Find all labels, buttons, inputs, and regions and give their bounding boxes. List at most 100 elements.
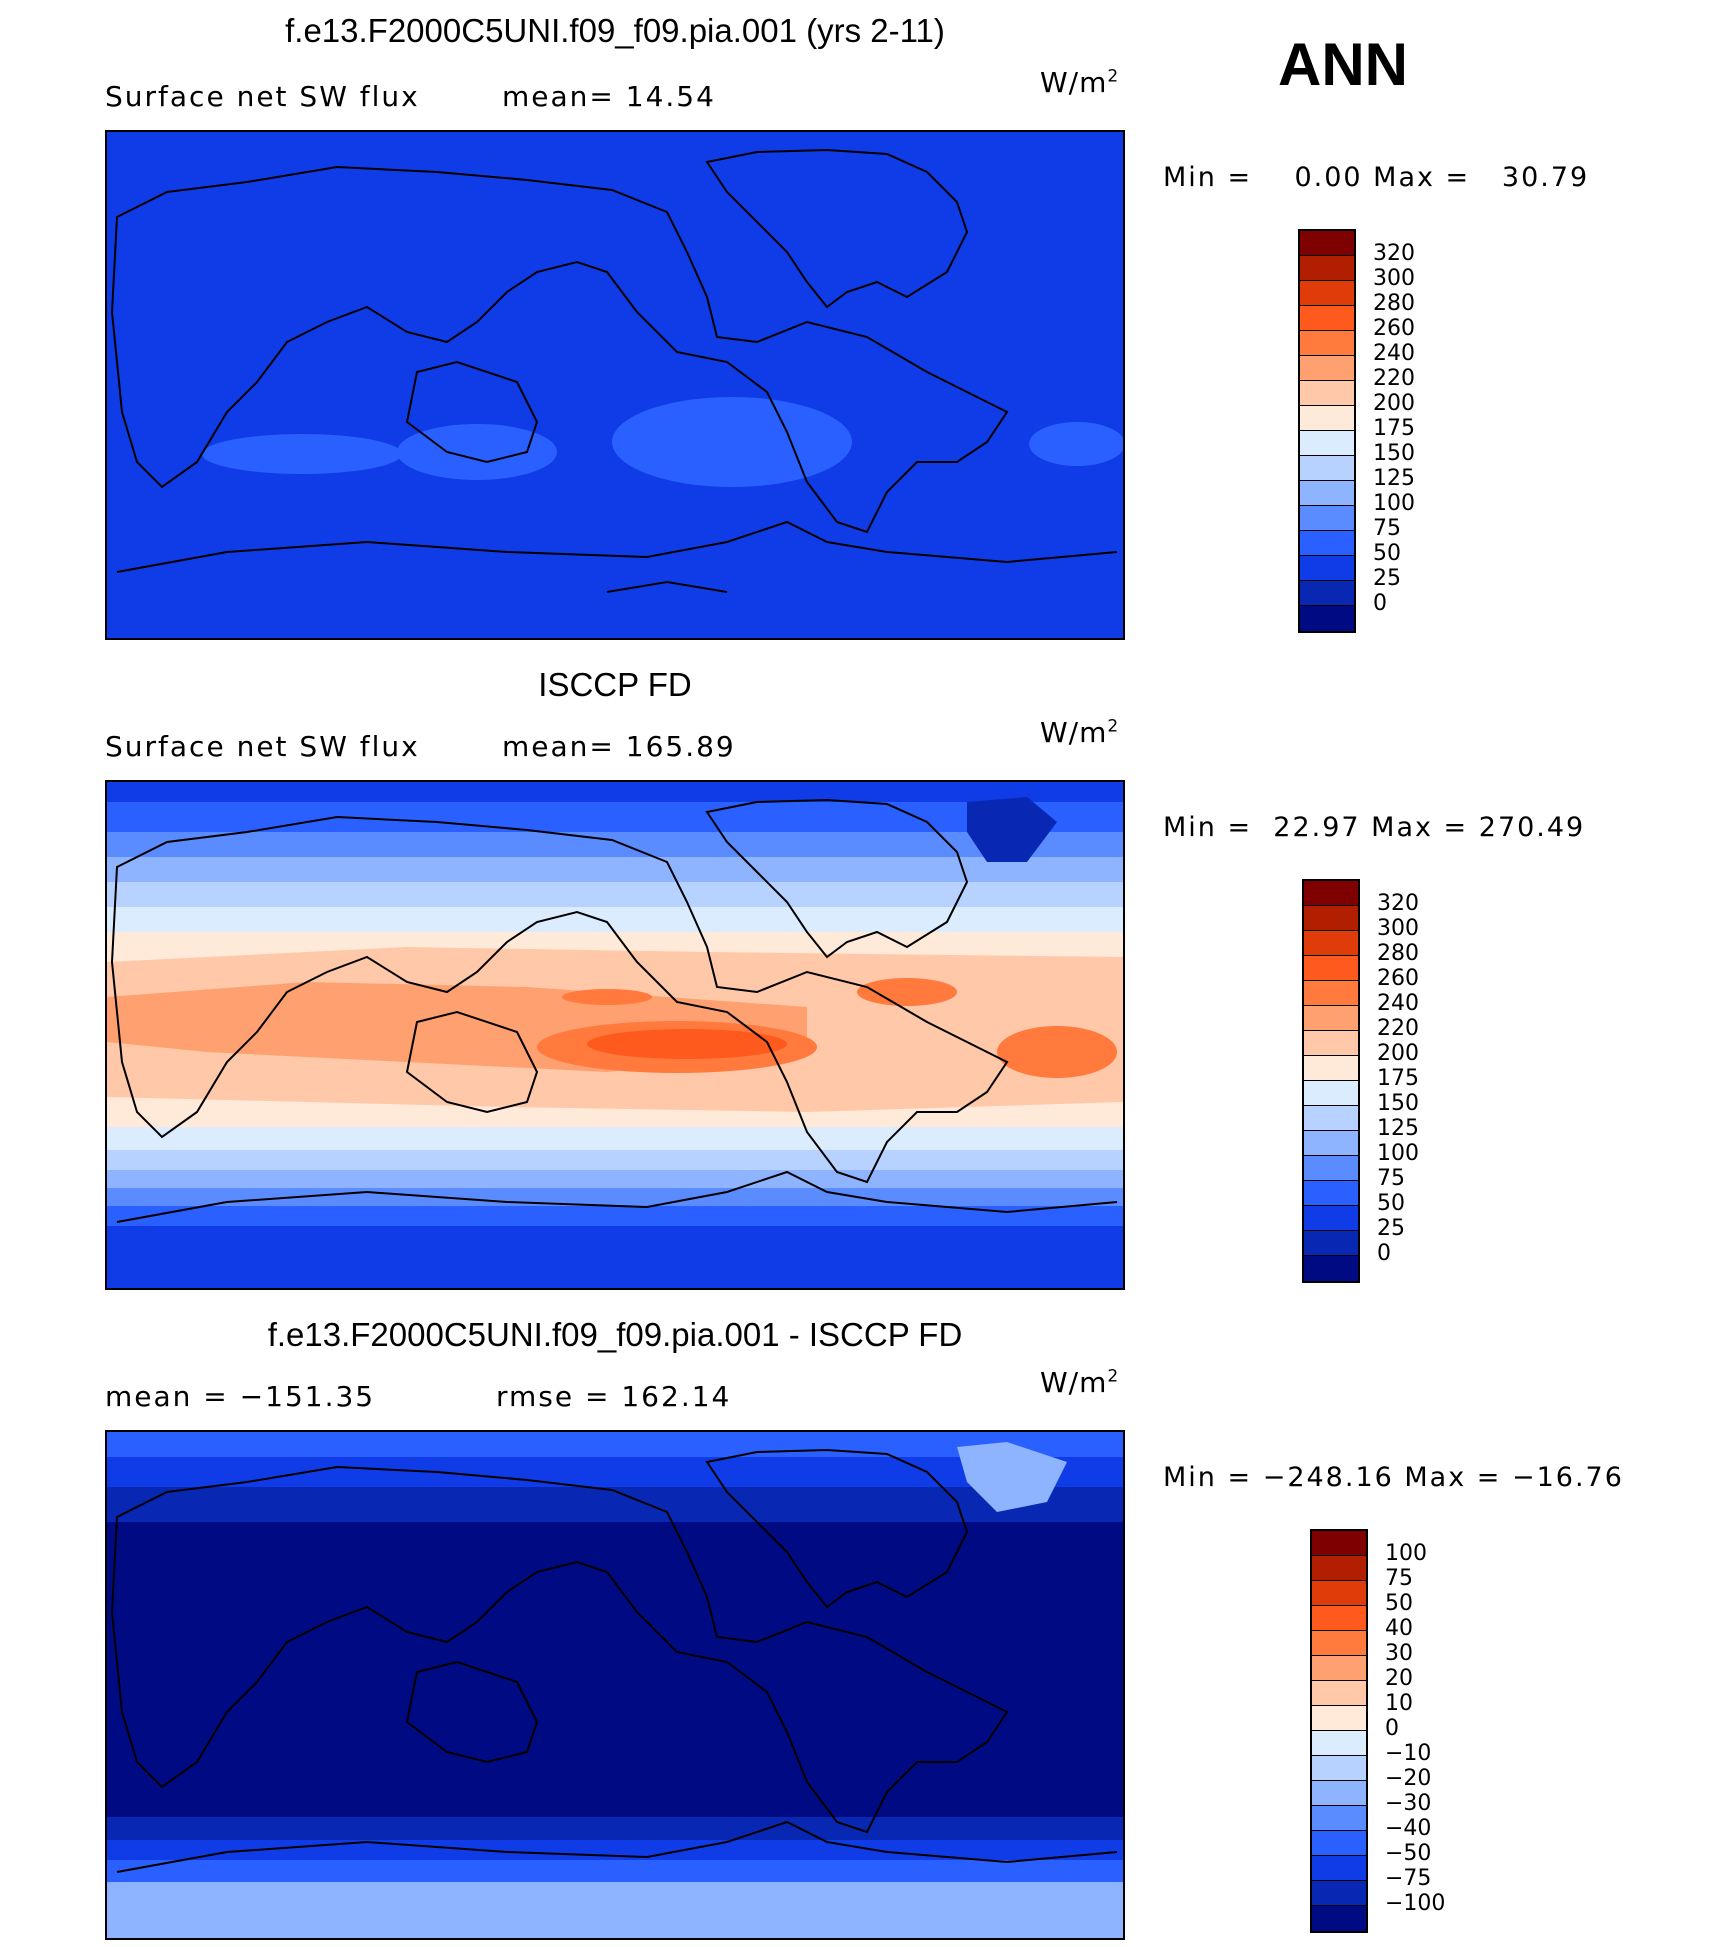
colorbar-level: 240 — [1377, 991, 1419, 1016]
colorbar-swatch — [1300, 256, 1354, 281]
map-observation — [105, 780, 1125, 1290]
colorbar-level: 320 — [1373, 241, 1415, 266]
colorbar-level: 100 — [1377, 1141, 1419, 1166]
colorbar-swatch — [1304, 1031, 1358, 1056]
colorbar-swatch — [1300, 506, 1354, 531]
colorbar-swatch — [1300, 356, 1354, 381]
colorbar-level: −100 — [1385, 1891, 1446, 1916]
colorbar-swatch — [1304, 881, 1358, 906]
colorbar-level: 125 — [1377, 1116, 1419, 1141]
variable-label: Surface net SW flux — [105, 80, 420, 113]
colorbar-level: 280 — [1377, 941, 1419, 966]
colorbar-swatch — [1312, 1906, 1366, 1931]
colorbar-level: 125 — [1373, 466, 1415, 491]
colorbar-swatch — [1312, 1831, 1366, 1856]
colorbar-level: 220 — [1373, 366, 1415, 391]
colorbar-level: 260 — [1373, 316, 1415, 341]
colorbar-swatch — [1312, 1656, 1366, 1681]
colorbar-swatch — [1300, 331, 1354, 356]
colorbar-swatch — [1312, 1631, 1366, 1656]
colorbar — [1298, 229, 1356, 633]
colorbar-swatch — [1312, 1781, 1366, 1806]
colorbar-level: 300 — [1373, 266, 1415, 291]
colorbar-swatch — [1304, 1231, 1358, 1256]
colorbar-level: 175 — [1373, 416, 1415, 441]
season-label: ANN — [1278, 31, 1408, 98]
min-max-label: Min = −248.16 Max = −16.76 — [1163, 1462, 1624, 1493]
colorbar-swatch — [1300, 281, 1354, 306]
colorbar — [1310, 1529, 1368, 1933]
colorbar-swatch — [1304, 1256, 1358, 1281]
colorbar-swatch — [1304, 1206, 1358, 1231]
colorbar-level: 0 — [1373, 591, 1387, 616]
colorbar-level: 0 — [1385, 1716, 1399, 1741]
colorbar-swatch — [1304, 1131, 1358, 1156]
mean-label: mean = −151.35 — [105, 1380, 376, 1413]
units-label: W/m2 — [1040, 716, 1120, 749]
colorbar-swatch — [1312, 1731, 1366, 1756]
colorbar-level: 0 — [1377, 1241, 1391, 1266]
colorbar-level: 30 — [1385, 1641, 1413, 1666]
colorbar-level: 100 — [1373, 491, 1415, 516]
colorbar-level: 200 — [1377, 1041, 1419, 1066]
min-max-label: Min = 0.00 Max = 30.79 — [1163, 162, 1590, 193]
colorbar-swatch — [1312, 1706, 1366, 1731]
colorbar-level: −30 — [1385, 1791, 1432, 1816]
colorbar-swatch — [1300, 556, 1354, 581]
colorbar-swatch — [1300, 606, 1354, 631]
colorbar-level: 150 — [1377, 1091, 1419, 1116]
colorbar-swatch — [1312, 1556, 1366, 1581]
colorbar-swatch — [1312, 1806, 1366, 1831]
colorbar-labels: 320 300 280 260 240 220 200 175 150 125 … — [1373, 241, 1415, 616]
colorbar-level: 75 — [1385, 1566, 1413, 1591]
colorbar-level: 260 — [1377, 966, 1419, 991]
units-label: W/m2 — [1040, 1366, 1120, 1399]
colorbar-level: 320 — [1377, 891, 1419, 916]
panel-title: ISCCP FD — [538, 666, 692, 703]
colorbar-swatch — [1304, 906, 1358, 931]
colorbar-swatch — [1312, 1756, 1366, 1781]
colorbar-swatch — [1300, 481, 1354, 506]
colorbar-level: 75 — [1377, 1166, 1405, 1191]
colorbar-swatch — [1300, 381, 1354, 406]
colorbar-swatch — [1304, 1156, 1358, 1181]
colorbar-level: 200 — [1373, 391, 1415, 416]
colorbar-swatch — [1304, 1056, 1358, 1081]
colorbar-swatch — [1304, 1081, 1358, 1106]
colorbar-level: 280 — [1373, 291, 1415, 316]
colorbar-level: 25 — [1373, 566, 1401, 591]
colorbar-level: 100 — [1385, 1541, 1427, 1566]
mean-label: mean= 165.89 — [502, 730, 736, 763]
colorbar-swatch — [1300, 406, 1354, 431]
colorbar-level: −40 — [1385, 1816, 1432, 1841]
colorbar-level: 300 — [1377, 916, 1419, 941]
colorbar-swatch — [1312, 1606, 1366, 1631]
colorbar-swatch — [1312, 1856, 1366, 1881]
colorbar-swatch — [1304, 981, 1358, 1006]
colorbar-level: 150 — [1373, 441, 1415, 466]
colorbar-level: 240 — [1373, 341, 1415, 366]
colorbar-swatch — [1300, 531, 1354, 556]
colorbar-swatch — [1312, 1581, 1366, 1606]
colorbar-level: 75 — [1373, 516, 1401, 541]
colorbar-swatch — [1312, 1531, 1366, 1556]
colorbar-level: −50 — [1385, 1841, 1432, 1866]
colorbar-swatch — [1300, 431, 1354, 456]
colorbar-swatch — [1300, 231, 1354, 256]
colorbar-swatch — [1304, 931, 1358, 956]
units-label: W/m2 — [1040, 66, 1120, 99]
colorbar-swatch — [1312, 1681, 1366, 1706]
panel-title: f.e13.F2000C5UNI.f09_f09.pia.001 (yrs 2-… — [285, 12, 945, 49]
colorbar-swatch — [1300, 581, 1354, 606]
variable-label: Surface net SW flux — [105, 730, 420, 763]
map-difference — [105, 1430, 1125, 1940]
colorbar-level: 175 — [1377, 1066, 1419, 1091]
colorbar-level: 25 — [1377, 1216, 1405, 1241]
colorbar-swatch — [1304, 1006, 1358, 1031]
colorbar-level: 50 — [1373, 541, 1401, 566]
colorbar-swatch — [1304, 1106, 1358, 1131]
rmse-label: rmse = 162.14 — [496, 1380, 732, 1413]
colorbar-swatch — [1304, 1181, 1358, 1206]
colorbar-level: 50 — [1377, 1191, 1405, 1216]
colorbar-swatch — [1312, 1881, 1366, 1906]
